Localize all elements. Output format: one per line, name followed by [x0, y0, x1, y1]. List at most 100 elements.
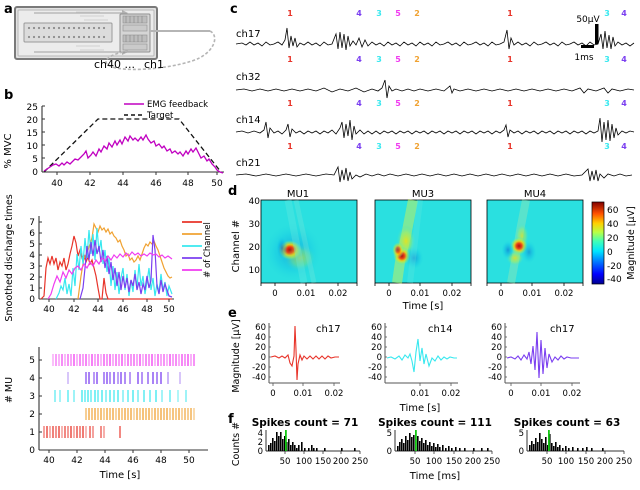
discharge-legend: # of Channel — [182, 221, 213, 278]
ytick: 0 — [519, 447, 524, 457]
scalebar-time-label: 1ms — [574, 53, 593, 63]
xtick: 40 — [51, 179, 63, 189]
ytick: 20 — [255, 343, 266, 353]
ytick: 40 — [371, 333, 382, 343]
xtick: 50 — [211, 179, 223, 189]
ytick: 20 — [371, 343, 382, 353]
heatmap-mu4: MU4 — [486, 189, 584, 284]
panel-f-xlabel: Time [ms] — [409, 471, 461, 482]
ytick: 0 — [258, 447, 263, 457]
legend-label-emg: EMG feedback — [147, 100, 208, 110]
ytick: 20 — [249, 243, 261, 253]
svg-text:1: 1 — [507, 142, 513, 151]
xtick: 50 — [410, 457, 421, 467]
channel-label-ch14: ch14 — [236, 115, 261, 126]
ytick: -40 — [488, 373, 502, 383]
svg-text:4: 4 — [356, 99, 362, 108]
svg-text:5: 5 — [395, 99, 401, 108]
svg-text:2: 2 — [414, 99, 420, 108]
svg-text:2: 2 — [414, 9, 420, 18]
mu-marker-row-4: 1 4 3 5 2 1 3 4 — [287, 142, 627, 151]
histogram-title-3: Spikes count = 63 — [514, 417, 621, 429]
xtick: 50 — [542, 457, 553, 467]
ytick: 0 — [377, 353, 382, 363]
trace-ch21 — [235, 165, 633, 183]
panel-f-letter: f — [228, 412, 234, 427]
xtick: 0 — [498, 289, 503, 299]
svg-text:1: 1 — [287, 99, 293, 108]
svg-text:5: 5 — [395, 9, 401, 18]
ytick: 4 — [29, 251, 35, 261]
ytick: 1 — [29, 284, 35, 294]
emg-feedback-trace — [43, 133, 224, 174]
heatmap-mu3: MU3 — [374, 189, 472, 284]
panel-a-label-ch40: ch40 ... — [94, 58, 136, 71]
heatmap-title-mu1: MU1 — [287, 189, 309, 200]
heatmap-mu1: MU1 — [260, 189, 358, 284]
mu-marker-row-top: 1 4 3 5 2 1 3 4 — [287, 9, 627, 18]
xtick: 100 — [296, 457, 312, 467]
svg-text:3: 3 — [376, 55, 382, 64]
xtick: 200 — [333, 457, 349, 467]
xtick: 40 — [43, 456, 55, 466]
xtick: 250 — [352, 457, 368, 467]
xtick: 0.02 — [443, 289, 462, 299]
svg-text:3: 3 — [604, 99, 610, 108]
colorbar-tick: -40 — [607, 275, 622, 285]
ytick: 15 — [27, 129, 38, 139]
discharge-legend-title: # of Channel — [203, 222, 213, 278]
ytick: 30 — [249, 220, 261, 230]
xtick: 44 — [117, 179, 129, 189]
panel-b-letter: b — [4, 88, 14, 103]
svg-text:4: 4 — [621, 99, 627, 108]
ytick: 4 — [258, 429, 263, 439]
ytick: 5 — [29, 356, 35, 366]
xtick: 0.02 — [555, 289, 574, 299]
ytick: 0 — [29, 446, 35, 456]
muap-channel-label-2: ch14 — [428, 324, 453, 335]
ytick: 60 — [255, 323, 266, 333]
raster-row-mu4 — [67, 372, 181, 384]
ytick: -20 — [488, 363, 502, 373]
ytick: 0 — [497, 353, 502, 363]
svg-text:4: 4 — [356, 55, 362, 64]
panel-c-letter: c — [230, 2, 238, 17]
panel-c-emg-traces: 1 4 3 5 2 1 3 4 ch17 1 4 3 5 2 1 3 4 ch3… — [232, 4, 640, 184]
svg-text:3: 3 — [376, 9, 382, 18]
xtick: 150 — [315, 457, 331, 467]
svg-text:1: 1 — [287, 55, 293, 64]
ytick: 25 — [27, 103, 38, 113]
xtick: 200 — [597, 457, 613, 467]
mu-raster-chart: # MU 5 4 3 2 1 0 — [2, 330, 227, 485]
muap-plot-2: 60 40 20 0 -20 -40 ch14 0.01 0.02 — [368, 323, 460, 399]
xtick: 0.01 — [411, 389, 430, 399]
ytick: 0 — [261, 353, 266, 363]
xtick: 0 — [386, 289, 391, 299]
discharge-ylabel: Smoothed discharge times — [4, 194, 15, 321]
xtick: 44 — [92, 305, 104, 315]
ytick: -40 — [368, 373, 382, 383]
xtick: 50 — [280, 457, 291, 467]
raster-ylabel: # MU — [4, 377, 15, 403]
ytick: -20 — [252, 363, 266, 373]
ytick: -40 — [252, 373, 266, 383]
panel-a-device-schematic — [14, 6, 216, 86]
trace-ch17 — [235, 27, 635, 51]
svg-text:3: 3 — [604, 9, 610, 18]
xtick: 40 — [43, 305, 55, 315]
raster-row-mu1 — [43, 426, 121, 438]
raster-row-mu3 — [54, 390, 187, 402]
svg-text:2: 2 — [414, 142, 420, 151]
ytick: 60 — [371, 323, 382, 333]
xtick: 0.01 — [411, 289, 430, 299]
svg-text:4: 4 — [621, 55, 627, 64]
xtick: 42 — [71, 456, 82, 466]
raster-row-mu2 — [85, 408, 195, 420]
svg-text:1: 1 — [507, 99, 513, 108]
emg-feedback-chart: % MVC 25 20 15 10 5 0 EMG feedback Targe… — [2, 96, 227, 194]
colorbar-tick: 40 — [607, 220, 619, 230]
ytick: 40 — [491, 333, 502, 343]
raster-row-mu5 — [52, 354, 195, 366]
panel-d-muap-maps: Channel # 40 30 20 10 MU1 0 0.01 0.02 — [230, 186, 640, 312]
ytick: -20 — [368, 363, 382, 373]
